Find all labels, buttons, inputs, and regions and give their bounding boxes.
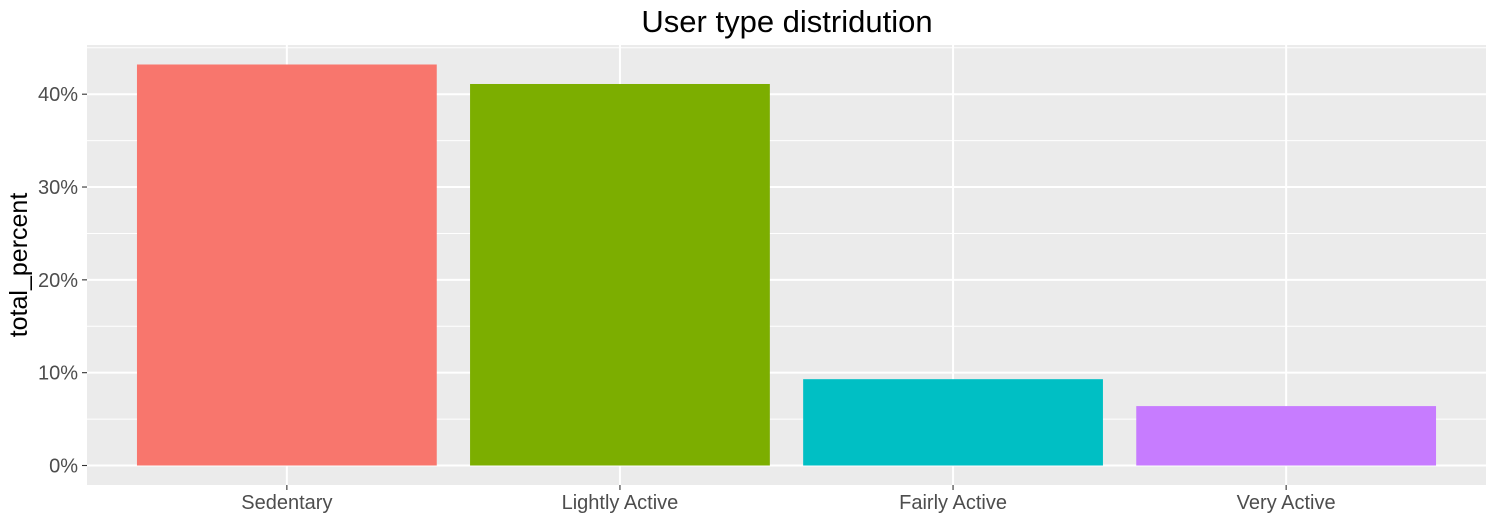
x-tick-label: Sedentary [241, 492, 332, 514]
bar-lightly-active [470, 83, 770, 466]
y-tick-label: 20% [38, 270, 78, 292]
x-tick-label: Lightly Active [562, 492, 679, 514]
bar-sedentary [136, 64, 437, 466]
y-axis-title: total_percent [5, 193, 33, 338]
bar-very-active [1136, 406, 1437, 466]
bars [136, 64, 1437, 466]
x-axis: Sedentary Lightly Active Fairly Active Very… [241, 485, 1336, 514]
x-tick-label: Fairly Active [899, 492, 1007, 514]
y-tick-label: 0% [49, 456, 78, 478]
y-tick-label: 10% [38, 363, 78, 385]
chart-title: User type distridution [641, 4, 932, 39]
y-tick-label: 30% [38, 177, 78, 199]
bar-fairly-active [803, 379, 1103, 466]
x-tick-label: Very Active [1237, 492, 1336, 514]
y-tick-label: 40% [38, 84, 78, 106]
y-axis: 0% 10% 20% 30% 40% [38, 84, 87, 478]
